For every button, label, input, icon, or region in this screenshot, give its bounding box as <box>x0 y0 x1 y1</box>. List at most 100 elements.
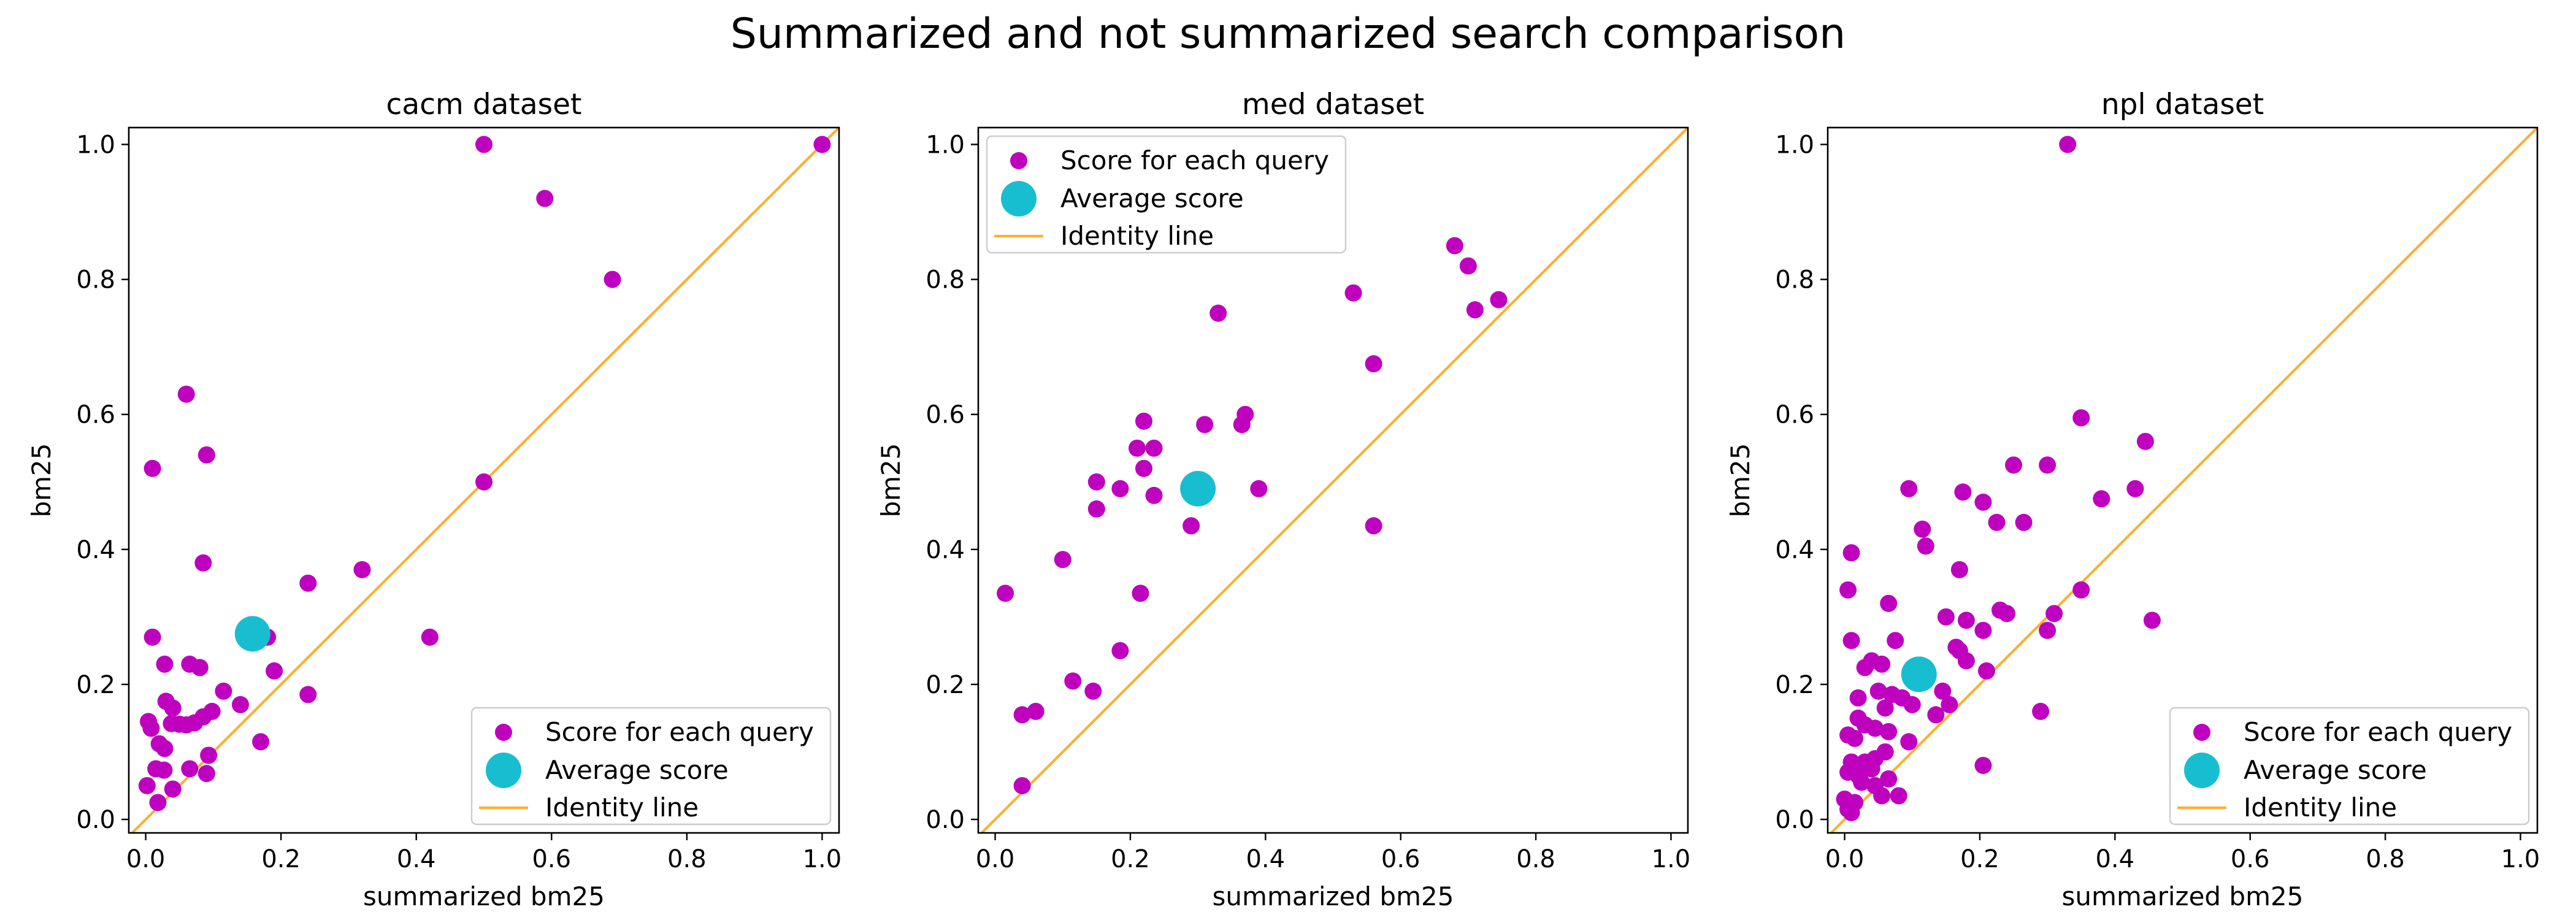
query-point <box>1914 520 1931 538</box>
query-point <box>1064 672 1082 690</box>
legend-marker-query <box>495 724 512 741</box>
query-point <box>1446 237 1463 255</box>
query-point <box>1974 493 1992 511</box>
x-tick-label: 0.8 <box>2366 845 2405 873</box>
query-point <box>1490 291 1508 309</box>
query-point <box>2032 702 2050 720</box>
query-point <box>1977 662 1995 680</box>
query-point <box>536 190 554 207</box>
query-point <box>1869 682 1887 700</box>
y-tick-label: 0.6 <box>76 401 115 429</box>
query-point <box>1863 760 1880 778</box>
x-tick-label: 0.0 <box>126 845 166 873</box>
x-tick-label: 0.0 <box>976 845 1015 873</box>
query-point <box>2005 456 2023 474</box>
query-point <box>2126 480 2144 497</box>
query-point <box>1876 699 1894 717</box>
query-point <box>1974 756 1992 774</box>
subplot-title: npl dataset <box>2101 88 2264 121</box>
average-point <box>1180 470 1216 507</box>
query-point <box>1233 416 1251 434</box>
legend-label-query: Score for each query <box>1060 145 1329 175</box>
query-point <box>1459 257 1477 275</box>
y-axis-label: bm25 <box>876 443 906 517</box>
y-tick-label: 0.4 <box>1775 536 1814 564</box>
query-point <box>1250 480 1268 497</box>
query-point <box>1887 632 1904 650</box>
query-point <box>1934 682 1952 700</box>
legend-marker-query <box>2193 724 2210 741</box>
query-point <box>144 628 161 646</box>
legend-label-average: Average score <box>2244 755 2427 785</box>
x-tick-label: 1.0 <box>2501 845 2540 873</box>
x-tick-label: 0.4 <box>1246 845 1285 873</box>
query-point <box>1957 652 1975 670</box>
query-point <box>299 686 317 703</box>
query-point <box>191 659 209 677</box>
x-tick-label: 0.6 <box>532 845 571 873</box>
query-point <box>2072 581 2090 599</box>
y-tick-label: 0.6 <box>1775 401 1814 429</box>
query-point <box>164 780 182 798</box>
y-tick-label: 0.0 <box>1775 806 1814 834</box>
y-tick-label: 0.0 <box>926 806 965 834</box>
identity-line <box>979 128 1688 833</box>
query-point <box>1466 301 1484 319</box>
query-point <box>1853 773 1871 791</box>
query-point <box>164 699 182 717</box>
query-point <box>1856 659 1874 677</box>
query-point <box>1344 284 1362 302</box>
query-point <box>1941 696 1958 713</box>
x-tick-label: 1.0 <box>1652 845 1691 873</box>
query-point <box>1365 355 1382 373</box>
x-tick-label: 0.6 <box>2231 845 2270 873</box>
panel-0: 0.0 0.2 0.4 0.6 0.8 1.0 0.0 0.2 0.4 0.6 0.8 1.0 cacm… <box>26 88 841 911</box>
query-point <box>1087 473 1105 491</box>
y-tick-label: 0.2 <box>1775 671 1814 699</box>
query-point <box>1917 537 1934 555</box>
subplot-title: med dataset <box>1242 88 1424 121</box>
query-point <box>1084 682 1102 700</box>
query-point <box>185 714 203 732</box>
query-point <box>604 270 621 288</box>
query-point <box>1135 412 1152 430</box>
query-point <box>231 696 249 713</box>
query-point <box>138 776 156 794</box>
query-point <box>1880 594 1898 612</box>
query-point <box>1209 304 1227 322</box>
legend-marker-average <box>486 753 521 788</box>
query-point <box>1880 723 1898 740</box>
y-tick-label: 0.4 <box>76 536 115 564</box>
query-point <box>181 760 199 778</box>
identity-line <box>1829 128 2537 833</box>
query-point <box>149 794 167 811</box>
y-tick-label: 0.2 <box>76 671 115 699</box>
x-tick-label: 0.0 <box>1825 845 1865 873</box>
query-point <box>997 585 1014 602</box>
query-point <box>1128 439 1146 457</box>
query-point <box>155 761 173 779</box>
query-point <box>1842 803 1860 821</box>
query-point <box>1135 459 1152 477</box>
legend: Score for each query Average score Identit… <box>2169 707 2530 826</box>
query-point <box>1937 608 1955 626</box>
average-point <box>1901 656 1937 692</box>
query-point <box>1846 729 1864 747</box>
x-tick-label: 0.8 <box>1516 845 1555 873</box>
query-point <box>1013 706 1031 724</box>
panels: 0.0 0.2 0.4 0.6 0.8 1.0 0.0 0.2 0.4 0.6 0.8 1.0 cacm… <box>26 88 2540 911</box>
query-point <box>1998 605 2016 623</box>
query-point <box>1849 689 1867 707</box>
x-tick-label: 0.6 <box>1381 845 1420 873</box>
query-point <box>156 740 174 757</box>
query-point <box>197 765 215 783</box>
query-point <box>144 459 161 477</box>
query-point <box>1054 551 1071 569</box>
query-point <box>1890 787 1907 805</box>
legend-label-average: Average score <box>1060 183 1244 213</box>
y-tick-label: 0.2 <box>926 671 965 699</box>
query-point <box>421 628 439 646</box>
query-point <box>156 655 174 673</box>
query-point <box>266 662 283 680</box>
y-axis-label: bm25 <box>1725 443 1755 517</box>
